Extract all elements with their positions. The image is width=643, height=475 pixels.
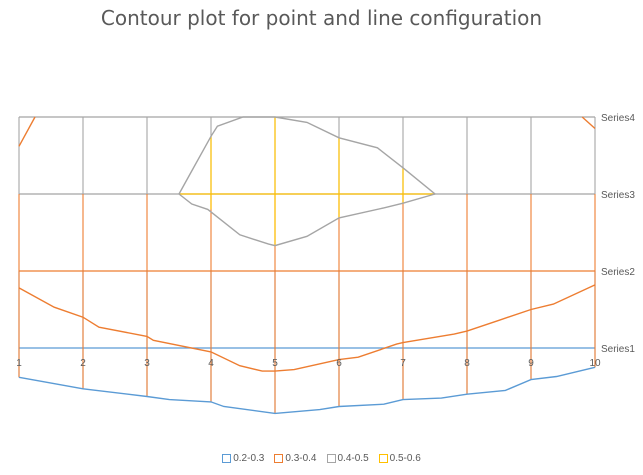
- x-tick-label: 3: [144, 358, 150, 369]
- legend-label: 0.4-0.5: [337, 453, 369, 464]
- x-tick-label: 6: [336, 358, 342, 369]
- grid-layer: [18, 116, 596, 414]
- y-series-label: Series4: [601, 113, 635, 124]
- legend-swatch: [274, 454, 284, 463]
- contour-layer: [18, 116, 596, 415]
- x-tick-label: 1: [16, 358, 22, 369]
- legend-swatch: [222, 454, 232, 463]
- contour-line-0.4-0.5: [178, 116, 437, 247]
- y-series-label: Series1: [601, 344, 635, 355]
- legend-item: 0.4-0.5: [326, 453, 369, 464]
- legend-item: 0.2-0.3: [222, 453, 264, 464]
- legend-item: 0.5-0.6: [378, 453, 421, 464]
- x-tick-label: 5: [272, 358, 278, 369]
- contour-line-0.3-0.4: [18, 284, 596, 372]
- legend-label: 0.5-0.6: [389, 453, 421, 464]
- x-tick-label: 7: [400, 358, 406, 369]
- contour-line-0.3-0.4: [18, 116, 36, 147]
- contour-line-0.3-0.4: [581, 116, 596, 130]
- x-tick-label: 10: [589, 358, 601, 369]
- x-tick-label: 8: [464, 358, 470, 369]
- legend-label: 0.3-0.4: [285, 453, 317, 464]
- legend: 0.2-0.3 0.3-0.4 0.4-0.5 0.5-0.6: [0, 453, 643, 464]
- y-series-label: Series2: [601, 267, 635, 278]
- legend-label: 0.2-0.3: [233, 453, 265, 464]
- contour-line-0.2-0.3: [18, 366, 596, 415]
- y-series-label: Series3: [601, 190, 635, 201]
- x-tick-label: 2: [80, 358, 86, 369]
- x-tick-label: 9: [528, 358, 534, 369]
- x-tick-label: 4: [208, 358, 214, 369]
- legend-swatch: [378, 454, 388, 463]
- chart-title: Contour plot for point and line configur…: [100, 6, 543, 30]
- legend-swatch: [326, 454, 336, 463]
- legend-item: 0.3-0.4: [274, 453, 317, 464]
